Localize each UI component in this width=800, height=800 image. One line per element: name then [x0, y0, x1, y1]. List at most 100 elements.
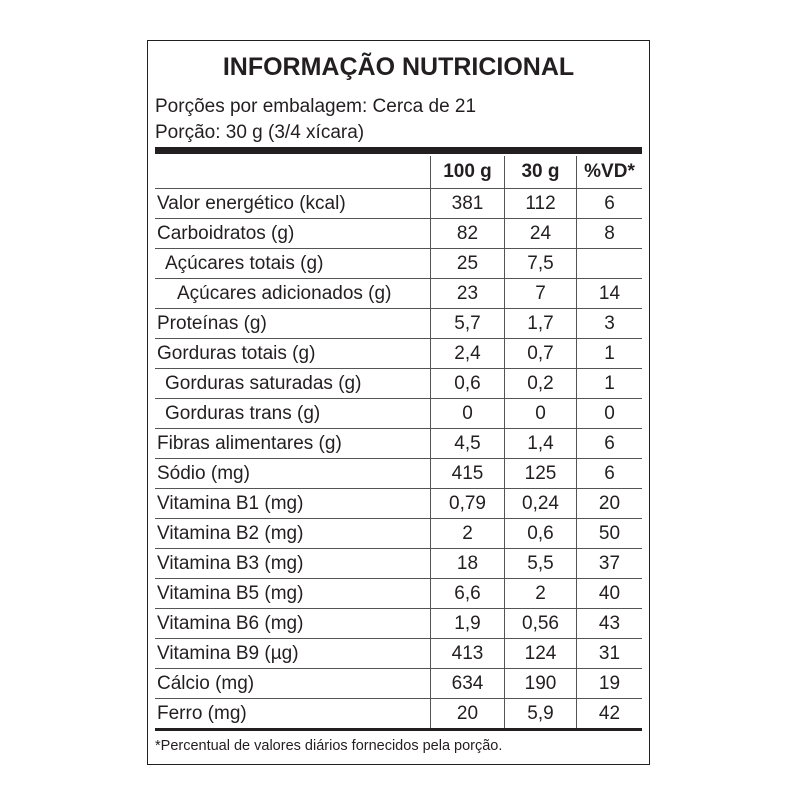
value-vd: 37	[576, 548, 642, 579]
value-100g: 23	[430, 278, 505, 309]
nutrient-label: Vitamina B2 (mg)	[155, 518, 431, 549]
nutrition-table: 100 g 30 g %VD* Valor energético (kcal) 3…	[155, 156, 642, 731]
table-row: Vitamina B9 (µg) 413 124 31	[155, 638, 642, 669]
value-100g: 82	[430, 218, 505, 249]
table-row: Gorduras trans (g) 0 0 0	[155, 398, 642, 429]
nutrient-label: Açúcares totais (g)	[155, 248, 431, 279]
header-100g: 100 g	[430, 156, 505, 189]
value-vd: 6	[576, 458, 642, 489]
nutrient-label: Valor energético (kcal)	[155, 188, 431, 219]
value-vd: 43	[576, 608, 642, 639]
header-30g: 30 g	[504, 156, 577, 189]
value-30g: 0,2	[504, 368, 577, 399]
value-vd: 0	[576, 398, 642, 429]
nutrient-label: Cálcio (mg)	[155, 668, 431, 699]
value-30g: 0,56	[504, 608, 577, 639]
table-row: Sódio (mg) 415 125 6	[155, 458, 642, 489]
nutrition-facts-panel: INFORMAÇÃO NUTRICIONAL Porções por embal…	[147, 40, 650, 765]
value-vd: 8	[576, 218, 642, 249]
value-vd: 14	[576, 278, 642, 309]
table-row: Fibras alimentares (g) 4,5 1,4 6	[155, 428, 642, 459]
value-30g: 5,9	[504, 698, 577, 731]
value-100g: 25	[430, 248, 505, 279]
value-vd: 6	[576, 188, 642, 219]
table-row: Açúcares totais (g) 25 7,5	[155, 248, 642, 279]
value-vd	[576, 248, 642, 279]
table-row: Cálcio (mg) 634 190 19	[155, 668, 642, 699]
table-row: Vitamina B3 (mg) 18 5,5 37	[155, 548, 642, 579]
table-row: Vitamina B1 (mg) 0,79 0,24 20	[155, 488, 642, 519]
table-row: Vitamina B2 (mg) 2 0,6 50	[155, 518, 642, 549]
nutrient-label: Vitamina B5 (mg)	[155, 578, 431, 609]
value-vd: 50	[576, 518, 642, 549]
value-vd: 20	[576, 488, 642, 519]
value-30g: 112	[504, 188, 577, 219]
nutrient-label: Vitamina B6 (mg)	[155, 608, 431, 639]
value-vd: 19	[576, 668, 642, 699]
value-100g: 0,6	[430, 368, 505, 399]
panel-title: INFORMAÇÃO NUTRICIONAL	[222, 53, 575, 81]
value-100g: 18	[430, 548, 505, 579]
value-vd: 40	[576, 578, 642, 609]
value-30g: 1,4	[504, 428, 577, 459]
value-30g: 0,24	[504, 488, 577, 519]
nutrient-label: Vitamina B1 (mg)	[155, 488, 431, 519]
value-100g: 0	[430, 398, 505, 429]
value-vd: 1	[576, 338, 642, 369]
value-30g: 7,5	[504, 248, 577, 279]
value-30g: 124	[504, 638, 577, 669]
nutrient-label: Açúcares adicionados (g)	[155, 278, 431, 309]
table-row: Gorduras totais (g) 2,4 0,7 1	[155, 338, 642, 369]
serving-size: Porção: 30 g (3/4 xícara)	[155, 122, 365, 143]
value-30g: 1,7	[504, 308, 577, 339]
value-30g: 190	[504, 668, 577, 699]
value-100g: 0,79	[430, 488, 505, 519]
value-100g: 634	[430, 668, 505, 699]
nutrient-label: Vitamina B9 (µg)	[155, 638, 431, 669]
value-30g: 0,6	[504, 518, 577, 549]
value-100g: 413	[430, 638, 505, 669]
table-row: Proteínas (g) 5,7 1,7 3	[155, 308, 642, 339]
nutrient-label: Gorduras saturadas (g)	[155, 368, 431, 399]
value-100g: 381	[430, 188, 505, 219]
table-row: Vitamina B6 (mg) 1,9 0,56 43	[155, 608, 642, 639]
value-30g: 125	[504, 458, 577, 489]
value-100g: 1,9	[430, 608, 505, 639]
value-vd: 31	[576, 638, 642, 669]
value-100g: 2	[430, 518, 505, 549]
value-vd: 1	[576, 368, 642, 399]
nutrient-label: Ferro (mg)	[155, 698, 431, 731]
value-vd: 6	[576, 428, 642, 459]
nutrient-label: Fibras alimentares (g)	[155, 428, 431, 459]
value-vd: 3	[576, 308, 642, 339]
value-100g: 415	[430, 458, 505, 489]
table-header: 100 g 30 g %VD*	[155, 156, 642, 189]
nutrient-label: Gorduras totais (g)	[155, 338, 431, 369]
value-vd: 42	[576, 698, 642, 731]
value-100g: 5,7	[430, 308, 505, 339]
value-30g: 2	[504, 578, 577, 609]
value-30g: 0	[504, 398, 577, 429]
table-row: Carboidratos (g) 82 24 8	[155, 218, 642, 249]
table-row: Ferro (mg) 20 5,9 42	[155, 698, 642, 731]
value-30g: 7	[504, 278, 577, 309]
nutrient-label: Sódio (mg)	[155, 458, 431, 489]
value-30g: 5,5	[504, 548, 577, 579]
nutrient-label: Carboidratos (g)	[155, 218, 431, 249]
table-row: Vitamina B5 (mg) 6,6 2 40	[155, 578, 642, 609]
nutrient-label: Proteínas (g)	[155, 308, 431, 339]
value-100g: 6,6	[430, 578, 505, 609]
table-row: Gorduras saturadas (g) 0,6 0,2 1	[155, 368, 642, 399]
table-row: Valor energético (kcal) 381 112 6	[155, 188, 642, 219]
value-30g: 0,7	[504, 338, 577, 369]
servings-per-package: Porções por embalagem: Cerca de 21	[155, 96, 477, 117]
nutrient-label: Vitamina B3 (mg)	[155, 548, 431, 579]
nutrient-label: Gorduras trans (g)	[155, 398, 431, 429]
value-100g: 20	[430, 698, 505, 731]
thick-divider	[155, 147, 642, 154]
value-100g: 2,4	[430, 338, 505, 369]
header-label	[155, 156, 431, 189]
header-vd: %VD*	[576, 156, 642, 189]
footnote: *Percentual de valores diários fornecido…	[155, 738, 503, 754]
value-30g: 24	[504, 218, 577, 249]
